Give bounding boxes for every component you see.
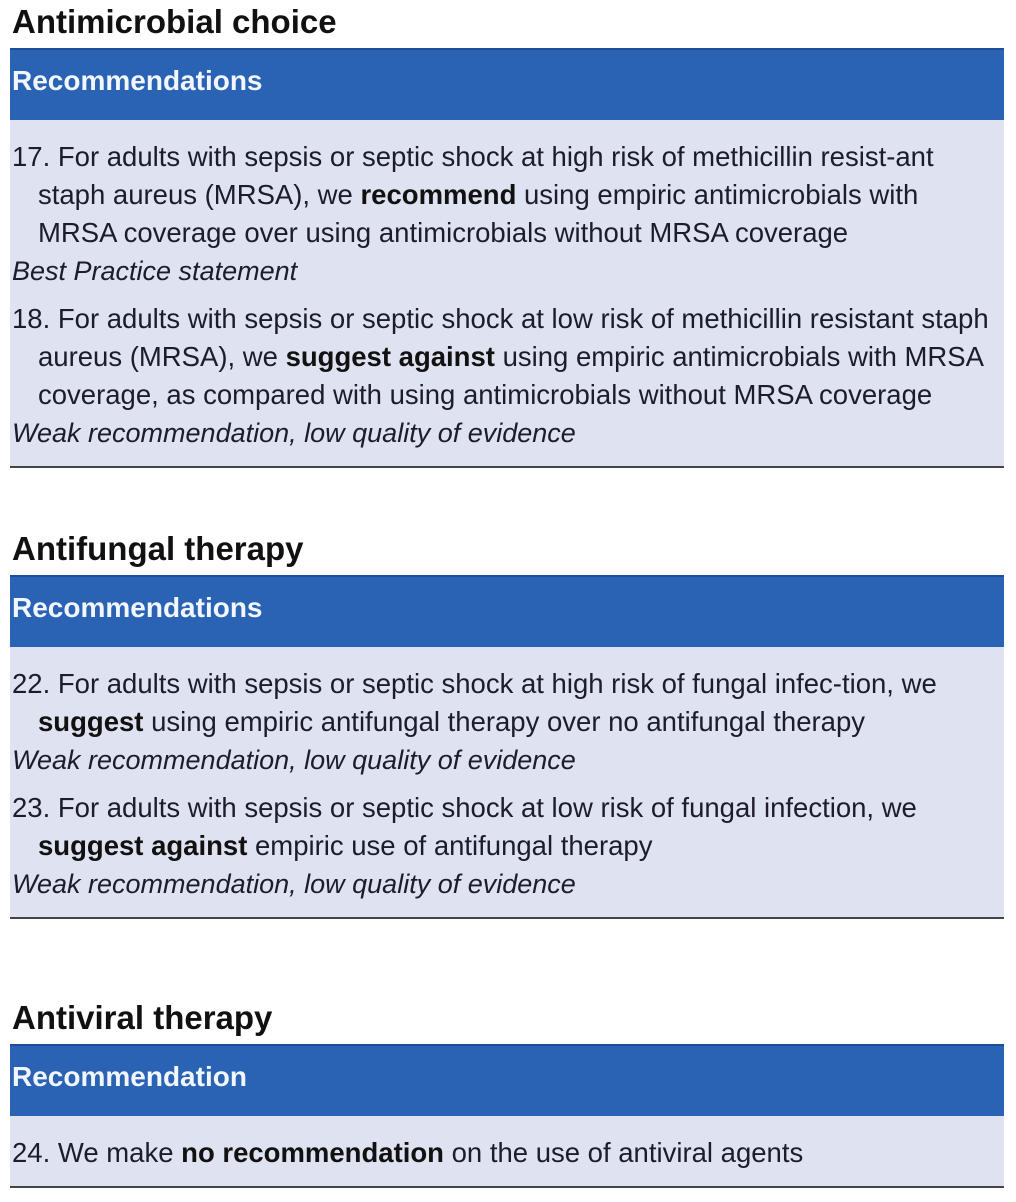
- section-title: Antiviral therapy: [12, 999, 273, 1036]
- rec-text: empiric use of antifungal therapy: [247, 830, 653, 861]
- rec-text: on the use of antiviral agents: [443, 1137, 804, 1168]
- evidence-grade: Weak recommendation, low quality of evid…: [12, 869, 576, 899]
- evidence-grade: Weak recommendation, low quality of evid…: [12, 745, 576, 775]
- rec-text: using empiric antimicrobials with MRSA c…: [38, 179, 919, 248]
- rec-strength: suggest against: [285, 341, 495, 372]
- evidence-grade: Weak recommendation, low quality of evid…: [12, 418, 576, 448]
- rec-text: 23. For adults with sepsis or septic sho…: [12, 792, 917, 823]
- rec-text: 24. We make: [12, 1137, 182, 1168]
- recommendations-header: Recommendations: [10, 575, 1004, 647]
- section-title: Antimicrobial choice: [12, 3, 337, 40]
- rec-strength: suggest: [38, 706, 144, 737]
- recommendation-22: 22. For adults with sepsis or septic sho…: [12, 665, 998, 741]
- rec-strength: no recommendation: [181, 1137, 444, 1168]
- section-title: Antifungal therapy: [12, 530, 304, 567]
- recommendations-body: 22. For adults with sepsis or septic sho…: [10, 647, 1004, 919]
- recommendations-body: 17. For adults with sepsis or septic sho…: [10, 120, 1004, 468]
- rec-text: 22. For adults with sepsis or septic sho…: [12, 668, 937, 699]
- section-antifungal-therapy: Antifungal therapy Recommendations 22. F…: [10, 527, 1004, 919]
- recommendation-18: 18. For adults with sepsis or septic sho…: [12, 300, 998, 414]
- rec-text: 18. For adults with sepsis or septic sho…: [12, 303, 989, 372]
- section-antimicrobial-choice: Antimicrobial choice Recommendations 17.…: [10, 0, 1004, 468]
- recommendation-24: 24. We make no recommendation on the use…: [12, 1134, 998, 1172]
- section-antiviral-therapy: Antiviral therapy Recommendation 24. We …: [10, 996, 1004, 1188]
- recommendation-17: 17. For adults with sepsis or septic sho…: [12, 138, 998, 252]
- evidence-grade: Best Practice statement: [12, 256, 298, 286]
- recommendation-header: Recommendation: [10, 1044, 1004, 1116]
- recommendations-header: Recommendations: [10, 48, 1004, 120]
- rec-strength: recommend: [360, 179, 517, 210]
- rec-text: 17. For adults with sepsis or septic sho…: [12, 141, 934, 210]
- recommendation-body: 24. We make no recommendation on the use…: [10, 1116, 1004, 1188]
- rec-strength: suggest against: [38, 830, 248, 861]
- rec-text: using empiric antimicrobials with MRSA c…: [38, 341, 983, 410]
- rec-text: using empiric antifungal therapy over no…: [143, 706, 865, 737]
- recommendation-23: 23. For adults with sepsis or septic sho…: [12, 789, 998, 865]
